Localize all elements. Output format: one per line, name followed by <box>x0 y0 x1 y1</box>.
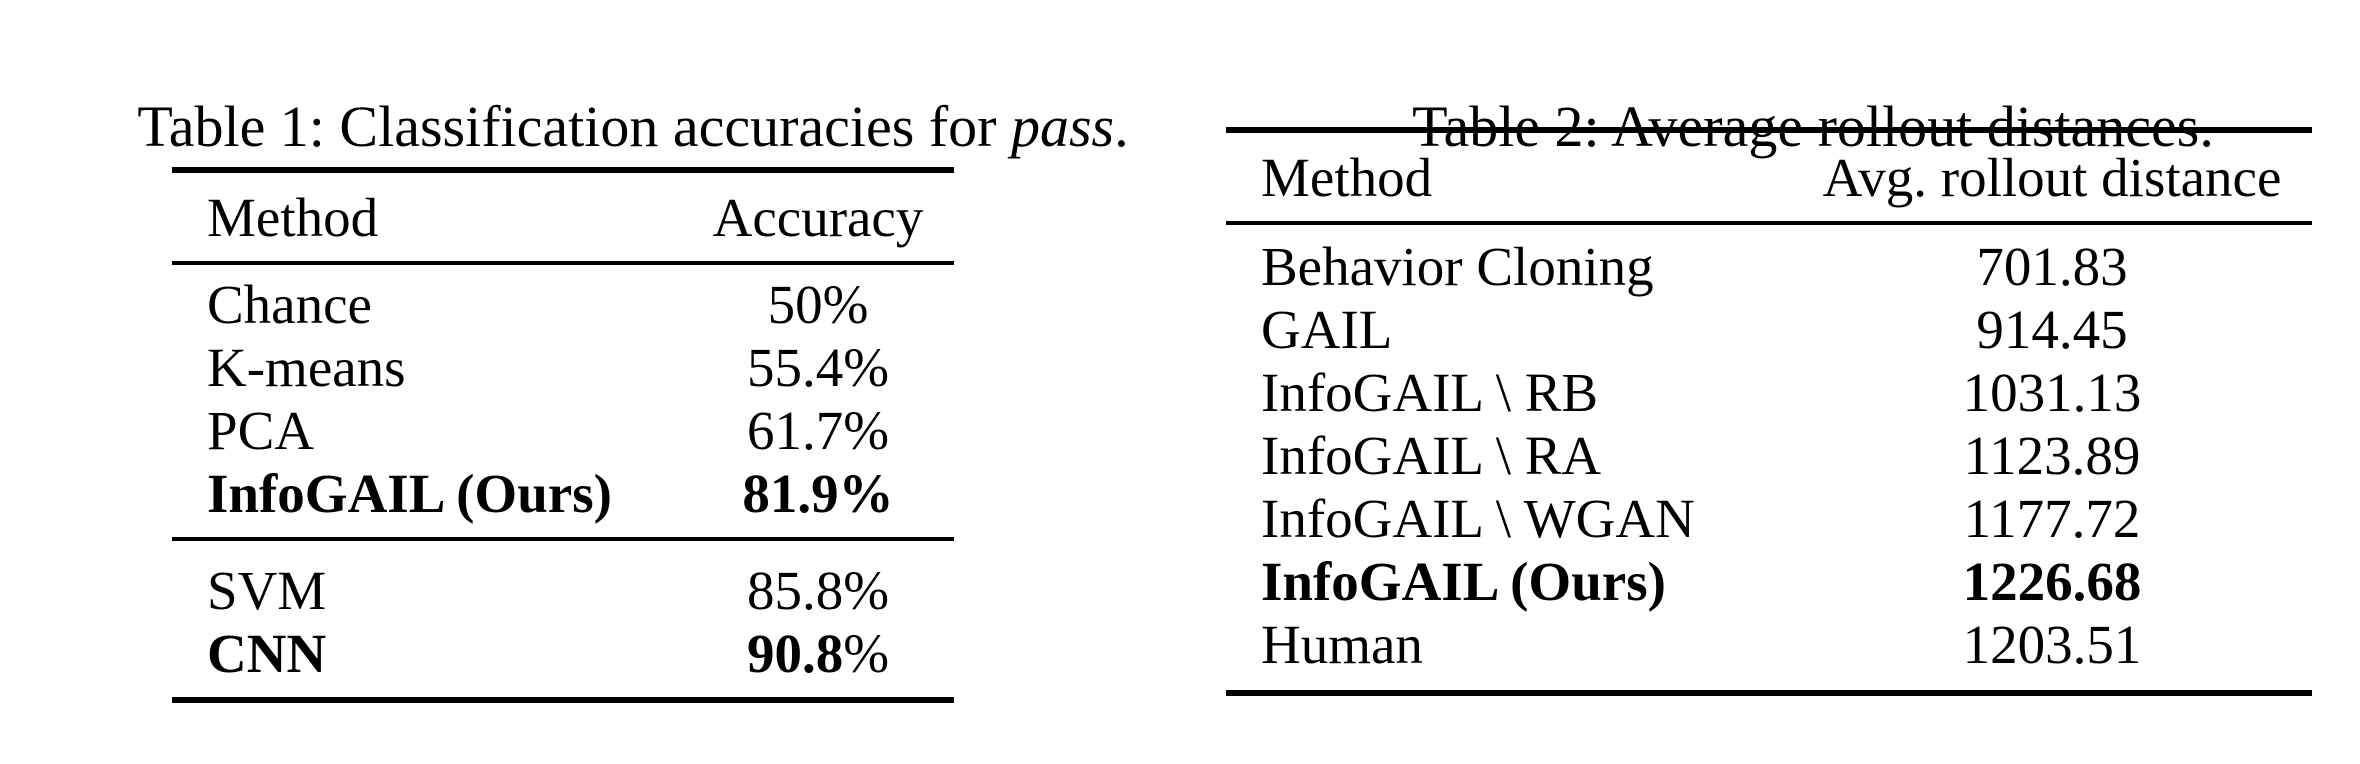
value-cell: 50% <box>767 274 869 335</box>
method-cell: PCA <box>207 400 314 461</box>
value-cell: 90.8% <box>746 623 890 684</box>
value-cell: 55.4% <box>746 337 890 398</box>
table-row-highlighted: CNN 90.8% <box>172 622 954 685</box>
value-cell: 1031.13 <box>1962 362 2142 423</box>
table-row-highlighted: InfoGAIL (Ours) 81.9% <box>172 462 954 525</box>
table-row: Behavior Cloning 701.83 <box>1226 235 2312 298</box>
table-row: SVM 85.8% <box>172 559 954 622</box>
table1: Method Accuracy Chance 50% K-means 55.4%… <box>172 167 954 703</box>
table-row: Chance 50% <box>172 273 954 336</box>
table-row: PCA 61.7% <box>172 399 954 462</box>
table-row: GAIL 914.45 <box>1226 298 2312 361</box>
table-row-highlighted: InfoGAIL (Ours) 1226.68 <box>1226 550 2312 613</box>
method-cell: CNN <box>207 623 327 684</box>
table-row: InfoGAIL \ RB 1031.13 <box>1226 361 2312 424</box>
table-row: InfoGAIL \ RA 1123.89 <box>1226 424 2312 487</box>
table1-caption-text: Table 1: Classification accuracies for <box>137 94 1011 159</box>
method-cell: Chance <box>207 274 372 335</box>
table1-caption-period: . <box>1114 94 1129 159</box>
value-cell: 914.45 <box>1976 299 2128 360</box>
value-cell: 1177.72 <box>1963 488 2141 549</box>
method-cell: InfoGAIL (Ours) <box>207 463 612 524</box>
method-cell: K-means <box>207 337 406 398</box>
table2-header-method: Method <box>1261 146 1433 208</box>
value-cell: 1203.51 <box>1962 614 2142 675</box>
method-cell: GAIL <box>1261 299 1393 360</box>
table1-section-unsupervised: Chance 50% K-means 55.4% PCA 61.7% InfoG… <box>172 265 954 541</box>
table2-panel: Table 2: Average rollout distances. Meth… <box>1180 0 2360 764</box>
table1-section-supervised: SVM 85.8% CNN 90.8% <box>172 541 954 697</box>
method-cell: InfoGAIL (Ours) <box>1261 551 1666 612</box>
value-cell: 61.7% <box>746 400 890 461</box>
table1-panel: Table 1: Classification accuracies for p… <box>0 22 1180 703</box>
table1-header-row: Method Accuracy <box>172 173 954 265</box>
table2-body: Behavior Cloning 701.83 GAIL 914.45 Info… <box>1226 225 2312 690</box>
value-cell: 1226.68 <box>1962 551 2142 612</box>
method-cell: InfoGAIL \ WGAN <box>1261 488 1695 549</box>
table1-header-accuracy: Accuracy <box>712 186 924 248</box>
method-cell: InfoGAIL \ RA <box>1261 425 1602 486</box>
table-row: K-means 55.4% <box>172 336 954 399</box>
method-cell: SVM <box>207 560 327 621</box>
table2-header-row: Method Avg. rollout distance <box>1226 133 2312 225</box>
value-cell: 701.83 <box>1976 236 2128 297</box>
table1-header-method: Method <box>207 186 379 248</box>
table-row: Human 1203.51 <box>1226 613 2312 676</box>
value-cell: 81.9% <box>742 463 894 524</box>
table2: Method Avg. rollout distance Behavior Cl… <box>1226 127 2312 696</box>
table1-caption: Table 1: Classification accuracies for p… <box>0 22 1180 232</box>
method-cell: Behavior Cloning <box>1261 236 1654 297</box>
table2-caption: Table 2: Average rollout distances. <box>1180 22 2360 232</box>
value-cell: 1123.89 <box>1963 425 2141 486</box>
table-row: InfoGAIL \ WGAN 1177.72 <box>1226 487 2312 550</box>
table2-header-distance: Avg. rollout distance <box>1822 146 2282 208</box>
value-cell: 85.8% <box>746 560 890 621</box>
method-cell: Human <box>1261 614 1423 675</box>
table1-caption-italic-word: pass <box>1010 94 1115 159</box>
table2-caption-text: Table 2: Average rollout distances. <box>1412 94 2214 159</box>
method-cell: InfoGAIL \ RB <box>1261 362 1599 423</box>
